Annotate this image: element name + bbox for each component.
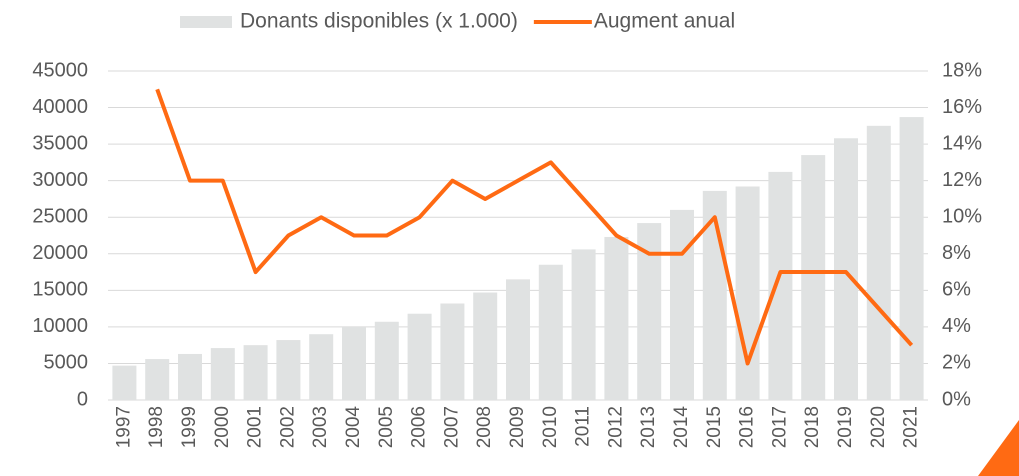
legend: Donants disponibles (x 1.000) Augment anu…	[180, 10, 735, 33]
legend-label: Donants disponibles (x 1.000)	[240, 10, 518, 33]
y2-tick-label: 0%	[942, 388, 971, 410]
x-tick-label: 2000	[212, 406, 233, 448]
x-tick-label: 2010	[540, 406, 561, 448]
x-tick-label: 2007	[441, 406, 462, 448]
x-tick-label: 2009	[507, 406, 528, 448]
x-tick-label: 2012	[605, 406, 626, 448]
x-tick-label: 2006	[409, 406, 430, 448]
y2-tick-label: 4%	[942, 315, 971, 337]
legend-label: Augment anual	[594, 10, 735, 33]
x-tick-label: 2016	[737, 406, 758, 448]
y-tick-label: 45000	[32, 59, 88, 81]
bar	[735, 186, 760, 400]
x-tick-label: 1998	[146, 406, 167, 448]
bar	[407, 313, 432, 400]
x-tick-label: 2003	[310, 406, 331, 448]
corner-decoration	[978, 420, 1019, 476]
x-tick-label: 2002	[277, 406, 298, 448]
bar	[834, 138, 858, 401]
x-tick-label: 2011	[573, 406, 594, 447]
y2-tick-label: 6%	[942, 279, 971, 301]
line	[155, 88, 914, 366]
bar	[243, 345, 268, 400]
x-tick-label: 2017	[769, 406, 790, 448]
bar	[145, 359, 170, 400]
bar	[866, 125, 891, 400]
bar	[604, 236, 629, 400]
x-tick-label: 2004	[343, 406, 364, 449]
y2-tick-label: 10%	[942, 206, 982, 228]
y-tick-label: 20000	[32, 242, 88, 264]
y-tick-label: 15000	[32, 279, 88, 301]
y-tick-label: 35000	[32, 132, 88, 154]
x-tick-label: 2019	[835, 406, 856, 448]
x-tick-label: 1997	[113, 406, 134, 448]
y2-tick-label: 8%	[942, 242, 971, 264]
y2-tick-label: 16%	[942, 96, 982, 118]
x-tick-label: 2018	[802, 406, 823, 448]
y2-tick-label: 14%	[942, 132, 982, 154]
bar	[309, 334, 334, 400]
bar	[112, 365, 137, 400]
bar	[342, 326, 366, 400]
bar	[768, 171, 793, 400]
bar	[571, 249, 596, 400]
x-tick-label: 2014	[671, 406, 692, 449]
bar	[670, 209, 694, 400]
bar	[276, 340, 301, 400]
bar	[374, 321, 399, 400]
x-tick-label: 2008	[474, 406, 495, 448]
bar	[506, 279, 530, 400]
y-tick-label: 5000	[44, 352, 89, 374]
bar	[210, 348, 235, 400]
x-tick-label: 2005	[376, 406, 397, 448]
y2-tick-label: 18%	[942, 59, 982, 81]
x-tick-label: 2013	[638, 406, 659, 448]
bar	[440, 303, 465, 400]
x-tick-label: 1999	[179, 406, 200, 448]
bar	[473, 292, 498, 400]
y-tick-label: 30000	[32, 169, 88, 191]
y2-tick-label: 12%	[942, 169, 982, 191]
y-tick-label: 40000	[32, 96, 88, 118]
y-tick-label: 0	[77, 388, 88, 410]
x-tick-label: 2015	[704, 406, 725, 448]
x-tick-label: 2021	[901, 406, 922, 448]
y-tick-label: 25000	[32, 206, 88, 228]
y-tick-label: 10000	[32, 315, 88, 337]
x-tick-label: 2020	[868, 406, 889, 448]
x-tick-label: 2001	[245, 406, 266, 448]
legend-swatch	[180, 16, 232, 28]
bar	[178, 353, 202, 400]
bar	[801, 155, 826, 400]
y2-tick-label: 2%	[942, 352, 971, 374]
bar	[538, 264, 563, 400]
bar	[899, 117, 924, 400]
